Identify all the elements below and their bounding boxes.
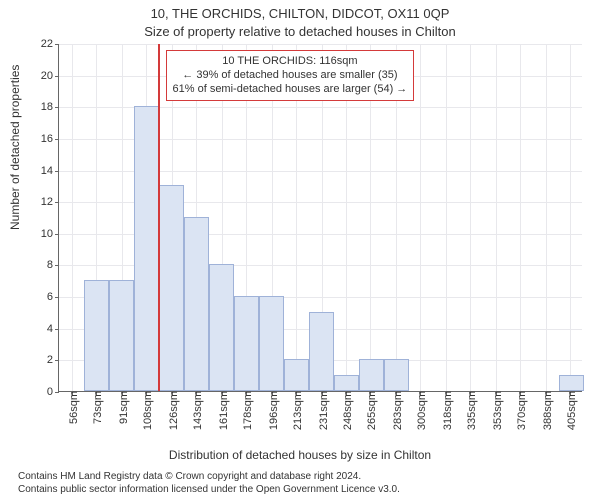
gridline-v [520, 44, 521, 391]
xtick-label: 231sqm [318, 391, 330, 430]
histogram-bar [234, 296, 259, 391]
ytick-label: 18 [41, 101, 53, 113]
histogram-bar [384, 359, 409, 391]
property-marker-line [158, 44, 160, 391]
ytick-label: 8 [47, 259, 53, 271]
annotation-line-3: 61% of semi-detached houses are larger (… [173, 83, 408, 97]
gridline-v [570, 44, 571, 391]
gridline-h [59, 44, 582, 45]
histogram-plot: 024681012141618202256sqm73sqm91sqm108sqm… [58, 44, 582, 392]
histogram-bar [559, 375, 584, 391]
gridline-v [546, 44, 547, 391]
xtick-label: 300sqm [416, 391, 428, 430]
xtick-label: 178sqm [242, 391, 254, 430]
ytick-mark [55, 139, 59, 140]
ytick-mark [55, 171, 59, 172]
xtick-label: 318sqm [442, 391, 454, 430]
xtick-label: 161sqm [218, 391, 230, 430]
ytick-mark [55, 297, 59, 298]
xtick-label: 143sqm [192, 391, 204, 430]
histogram-bar [184, 217, 209, 391]
ytick-mark [55, 392, 59, 393]
ytick-label: 20 [41, 70, 53, 82]
histogram-bar [209, 264, 234, 391]
ytick-mark [55, 202, 59, 203]
ytick-label: 6 [47, 291, 53, 303]
xtick-label: 248sqm [342, 391, 354, 430]
histogram-bar [359, 359, 384, 391]
gridline-v [496, 44, 497, 391]
histogram-bar [109, 280, 134, 391]
annotation-box: 10 THE ORCHIDS: 116sqm← 39% of detached … [166, 50, 415, 101]
xtick-label: 213sqm [292, 391, 304, 430]
histogram-bar [284, 359, 309, 391]
histogram-bar [159, 185, 184, 391]
footer-line-1: Contains HM Land Registry data © Crown c… [18, 470, 400, 483]
annotation-line-1: 10 THE ORCHIDS: 116sqm [173, 55, 408, 69]
ytick-label: 0 [47, 386, 53, 398]
xtick-label: 405sqm [566, 391, 578, 430]
xtick-label: 108sqm [142, 391, 154, 430]
ytick-mark [55, 44, 59, 45]
histogram-bar [259, 296, 284, 391]
ytick-mark [55, 265, 59, 266]
gridline-v [72, 44, 73, 391]
ytick-label: 12 [41, 196, 53, 208]
histogram-bar [84, 280, 109, 391]
chart-title-main: 10, THE ORCHIDS, CHILTON, DIDCOT, OX11 0… [0, 6, 600, 21]
annotation-line-2: ← 39% of detached houses are smaller (35… [173, 69, 408, 83]
xtick-label: 283sqm [392, 391, 404, 430]
xtick-label: 73sqm [92, 391, 104, 424]
xtick-label: 353sqm [492, 391, 504, 430]
chart-title-sub: Size of property relative to detached ho… [0, 24, 600, 39]
ytick-mark [55, 329, 59, 330]
footer-attribution: Contains HM Land Registry data © Crown c… [18, 470, 400, 496]
ytick-mark [55, 234, 59, 235]
xtick-label: 265sqm [366, 391, 378, 430]
ytick-label: 4 [47, 323, 53, 335]
footer-line-2: Contains public sector information licen… [18, 483, 400, 496]
ytick-label: 16 [41, 133, 53, 145]
xtick-label: 56sqm [68, 391, 80, 424]
gridline-v [470, 44, 471, 391]
histogram-bar [309, 312, 334, 391]
ytick-mark [55, 76, 59, 77]
histogram-bar [134, 106, 159, 391]
ytick-label: 10 [41, 228, 53, 240]
ytick-mark [55, 107, 59, 108]
ytick-label: 14 [41, 165, 53, 177]
xtick-label: 126sqm [168, 391, 180, 430]
ytick-mark [55, 360, 59, 361]
xtick-label: 196sqm [268, 391, 280, 430]
y-axis-label: Number of detached properties [8, 65, 22, 230]
xtick-label: 388sqm [542, 391, 554, 430]
histogram-bar [334, 375, 359, 391]
ytick-label: 22 [41, 38, 53, 50]
ytick-label: 2 [47, 354, 53, 366]
gridline-v [420, 44, 421, 391]
xtick-label: 335sqm [466, 391, 478, 430]
xtick-label: 91sqm [118, 391, 130, 424]
xtick-label: 370sqm [516, 391, 528, 430]
gridline-v [446, 44, 447, 391]
x-axis-label: Distribution of detached houses by size … [0, 448, 600, 462]
